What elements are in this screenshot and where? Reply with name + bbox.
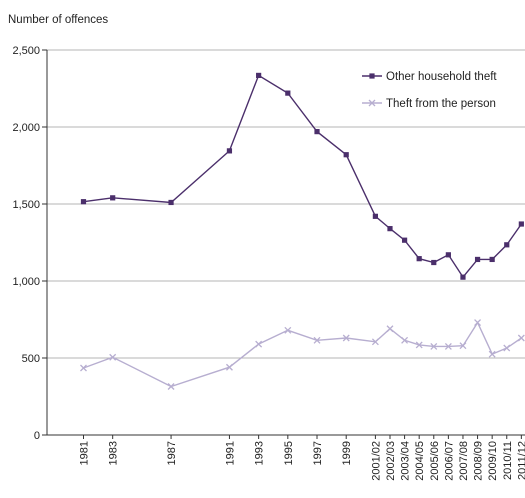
data-point-marker	[517, 334, 525, 342]
data-point-marker	[226, 148, 233, 154]
legend-label: Theft from the person	[386, 98, 496, 110]
data-point-marker	[168, 199, 174, 206]
x-tick-label: 2003/04	[400, 441, 412, 481]
axes: 0 500 1,000 1,500 2,000 2,500 1981 1983 1987 1991…	[12, 45, 525, 481]
data-point-marker	[431, 259, 437, 266]
marker-stroke	[386, 325, 394, 333]
data-point-marker	[401, 336, 409, 344]
x-tick-label: 2008/09	[473, 441, 485, 481]
data-point-marker	[343, 152, 349, 158]
y-tick-label: 2,500	[12, 45, 40, 57]
data-point-marker	[504, 242, 510, 248]
x-tick-label: 2011/12	[516, 441, 525, 480]
data-point-marker	[314, 129, 320, 135]
marker-stroke	[415, 341, 423, 349]
x-tick-label: 2007/08	[458, 441, 470, 481]
marker-stroke	[488, 350, 496, 358]
marker-stroke	[401, 336, 409, 344]
legend-label: Other household theft	[386, 71, 497, 83]
data-point-marker	[109, 353, 117, 361]
data-point-marker	[459, 342, 467, 350]
marker-stroke	[342, 334, 350, 342]
legend-marker	[368, 99, 376, 107]
marker-stroke	[109, 353, 117, 361]
data-point-marker	[372, 213, 378, 219]
data-point-marker	[518, 221, 524, 227]
data-point-marker	[256, 72, 262, 79]
data-point-marker	[80, 364, 87, 372]
data-point-marker	[444, 342, 452, 350]
x-tick-label: 1999	[341, 441, 353, 465]
data-point-marker	[488, 350, 496, 358]
data-point-marker	[313, 336, 321, 344]
marker-stroke	[313, 336, 321, 344]
marker-stroke	[444, 342, 452, 350]
marker-stroke	[225, 363, 233, 371]
data-point-marker	[474, 256, 481, 263]
data-point-marker	[474, 319, 482, 327]
x-tick-label: 2010/11	[502, 441, 514, 480]
marker-stroke	[80, 364, 87, 372]
data-point-marker	[401, 237, 408, 243]
data-point-marker	[80, 199, 87, 205]
x-tick-label: 1991	[224, 441, 236, 465]
data-point-marker	[284, 326, 292, 334]
x-tick-label: 2006/07	[443, 441, 455, 481]
x-tick-label: 1987	[166, 441, 178, 465]
legend: Other household theft Theft from the pers…	[362, 71, 497, 110]
x-tick-label: 1993	[254, 441, 266, 465]
marker-stroke	[474, 319, 482, 327]
data-point-marker	[445, 252, 451, 258]
x-tick-label: 1983	[108, 441, 120, 465]
data-point-marker	[342, 334, 350, 342]
data-point-marker	[460, 274, 466, 280]
legend-marker	[369, 73, 375, 79]
series-line-2	[83, 321, 522, 388]
x-tick-label: 2005/06	[429, 441, 441, 481]
x-tick-label: 1995	[283, 441, 295, 465]
marker-stroke	[459, 342, 467, 350]
data-point-marker	[167, 383, 175, 390]
data-point-marker	[416, 256, 422, 262]
marker-stroke	[167, 383, 175, 390]
y-tick-label: 2,000	[12, 122, 40, 134]
x-tick-label: 2004/05	[414, 441, 426, 481]
data-point-marker	[503, 344, 511, 352]
x-tick-label: 2002/03	[385, 441, 397, 481]
marker-stroke	[503, 344, 511, 352]
y-tick-label: 500	[22, 353, 40, 365]
data-point-marker	[386, 325, 394, 333]
data-point-marker	[430, 342, 438, 350]
marker-stroke	[284, 326, 292, 334]
series-lines	[80, 72, 525, 390]
data-point-marker	[489, 256, 495, 263]
y-tick-label: 0	[34, 430, 40, 442]
marker-stroke	[430, 342, 438, 350]
data-point-marker	[255, 340, 263, 348]
gridlines	[47, 49, 525, 359]
x-tick-label: 2009/10	[487, 441, 499, 481]
x-tick-label: 1981	[78, 441, 90, 465]
data-point-marker	[371, 338, 379, 346]
y-tick-label: 1,000	[12, 276, 40, 288]
marker-stroke	[371, 338, 379, 346]
x-tick-label: 2001/02	[370, 441, 382, 481]
marker-stroke	[255, 340, 263, 348]
marker-stroke	[517, 334, 525, 342]
data-point-marker	[387, 226, 393, 232]
data-point-marker	[110, 195, 116, 201]
data-point-marker	[285, 90, 291, 96]
data-point-marker	[415, 341, 423, 349]
y-axis-title: Number of offences	[8, 14, 108, 26]
y-tick-label: 1,500	[12, 199, 40, 211]
x-tick-label: 1997	[312, 441, 324, 465]
data-point-marker	[225, 363, 233, 371]
